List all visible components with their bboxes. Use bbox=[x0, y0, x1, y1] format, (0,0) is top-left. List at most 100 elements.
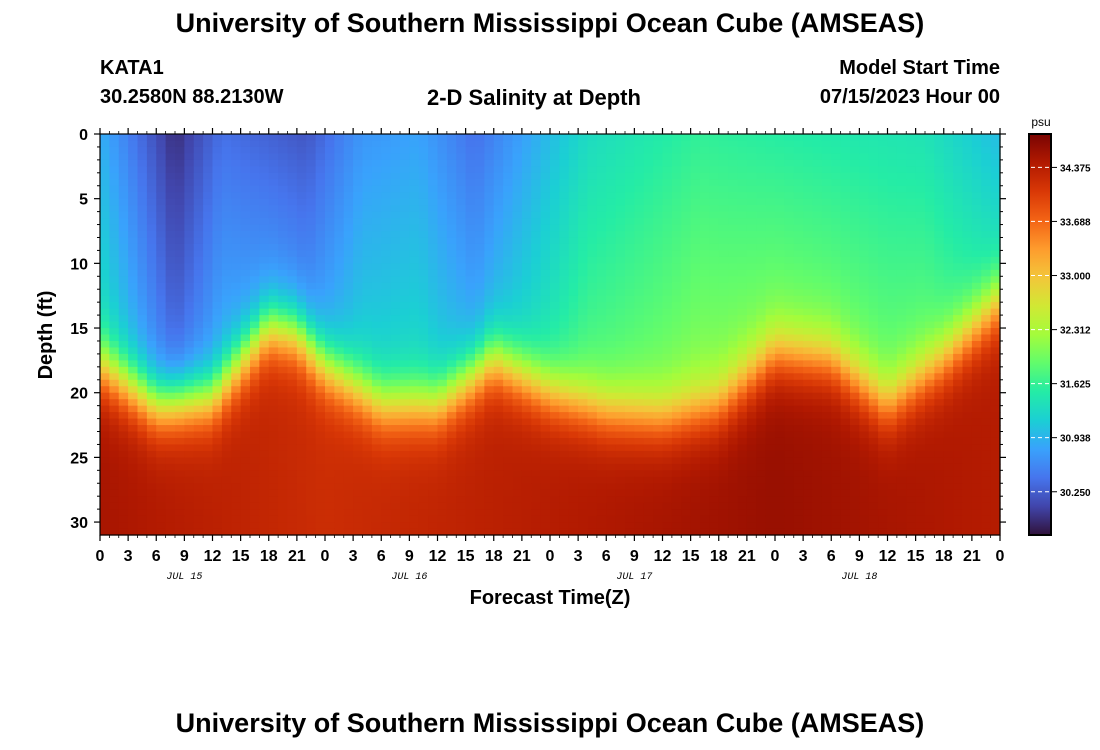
heatmap-cell bbox=[128, 496, 139, 504]
heatmap-cell bbox=[606, 405, 617, 413]
heatmap-cell bbox=[287, 502, 298, 510]
heatmap-cell bbox=[531, 282, 542, 290]
heatmap-cell bbox=[212, 405, 223, 413]
heatmap-cell bbox=[840, 218, 851, 226]
heatmap-cell bbox=[484, 237, 495, 245]
heatmap-cell bbox=[362, 269, 373, 277]
heatmap-cell bbox=[146, 347, 157, 355]
heatmap-cell bbox=[625, 224, 635, 232]
heatmap-cell bbox=[446, 425, 457, 433]
heatmap-cell bbox=[156, 276, 167, 284]
heatmap-cell bbox=[625, 302, 635, 310]
heatmap-cell bbox=[690, 496, 701, 504]
heatmap-cell bbox=[690, 412, 701, 420]
heatmap-cell bbox=[296, 159, 307, 167]
heatmap-cell bbox=[362, 347, 373, 355]
heatmap-cell bbox=[362, 205, 373, 213]
heatmap-cell bbox=[803, 437, 814, 446]
heatmap-cell bbox=[250, 159, 260, 167]
heatmap-cell bbox=[812, 276, 823, 284]
heatmap-cell bbox=[146, 353, 157, 361]
heatmap-cell bbox=[128, 425, 139, 433]
heatmap-cell bbox=[240, 250, 251, 258]
heatmap-cell bbox=[578, 470, 589, 478]
heatmap-cell bbox=[175, 269, 185, 277]
heatmap-cell bbox=[128, 159, 139, 167]
heatmap-cell bbox=[306, 321, 317, 329]
heatmap-cell bbox=[268, 340, 279, 349]
heatmap-cell bbox=[137, 166, 148, 174]
heatmap-cell bbox=[559, 353, 570, 361]
heatmap-cell bbox=[653, 276, 664, 284]
heatmap-cell bbox=[250, 347, 260, 355]
heatmap-cell bbox=[709, 295, 720, 303]
heatmap-cell bbox=[765, 515, 776, 523]
heatmap-cell bbox=[737, 295, 748, 303]
heatmap-cell bbox=[615, 302, 626, 310]
heatmap-cell bbox=[334, 431, 345, 439]
heatmap-cell bbox=[418, 463, 429, 471]
heatmap-cell bbox=[156, 386, 167, 394]
heatmap-cell bbox=[156, 340, 167, 349]
heatmap-cell bbox=[756, 515, 767, 523]
heatmap-cell bbox=[325, 134, 335, 142]
heatmap-cell bbox=[296, 231, 307, 239]
heatmap-cell bbox=[784, 483, 795, 491]
heatmap-cell bbox=[193, 153, 204, 161]
heatmap-cell bbox=[156, 334, 167, 342]
heatmap-cell bbox=[615, 405, 626, 413]
heatmap-cell bbox=[456, 425, 467, 433]
heatmap-cell bbox=[475, 405, 485, 413]
heatmap-cell bbox=[812, 256, 823, 264]
heatmap-cell bbox=[212, 502, 223, 510]
heatmap-cell bbox=[371, 515, 382, 523]
heatmap-cell bbox=[287, 528, 298, 536]
heatmap-cell bbox=[259, 386, 270, 394]
heatmap-cell bbox=[221, 172, 232, 180]
heatmap-cell bbox=[512, 399, 523, 407]
heatmap-cell bbox=[203, 276, 214, 284]
heatmap-cell bbox=[540, 237, 551, 245]
heatmap-cell bbox=[296, 425, 307, 433]
heatmap-cell bbox=[231, 295, 242, 303]
heatmap-cell bbox=[296, 153, 307, 161]
heatmap-cell bbox=[400, 366, 410, 374]
heatmap-cell bbox=[587, 321, 598, 329]
heatmap-cell bbox=[231, 237, 242, 245]
heatmap-cell bbox=[259, 425, 270, 433]
heatmap-cell bbox=[653, 450, 664, 458]
heatmap-cell bbox=[521, 302, 532, 310]
heatmap-cell bbox=[718, 237, 729, 245]
heatmap-cell bbox=[784, 269, 795, 277]
heatmap-cell bbox=[596, 483, 607, 491]
heatmap-cell bbox=[737, 373, 748, 381]
heatmap-cell bbox=[559, 463, 570, 471]
heatmap-cell bbox=[221, 224, 232, 232]
heatmap-cell bbox=[353, 366, 364, 374]
heatmap-cell bbox=[156, 231, 167, 239]
heatmap-cell bbox=[353, 237, 364, 245]
heatmap-cell bbox=[325, 470, 335, 478]
heatmap-cell bbox=[456, 211, 467, 219]
heatmap-cell bbox=[165, 179, 176, 187]
heatmap-cell bbox=[746, 295, 757, 303]
heatmap-cell bbox=[381, 522, 392, 530]
heatmap-cell bbox=[568, 334, 579, 342]
heatmap-cell bbox=[118, 340, 129, 349]
heatmap-cell bbox=[343, 263, 354, 271]
heatmap-cell bbox=[240, 386, 251, 394]
heatmap-cell bbox=[287, 159, 298, 167]
heatmap-cell bbox=[531, 437, 542, 446]
heatmap-cell bbox=[418, 243, 429, 252]
heatmap-cell bbox=[700, 334, 710, 342]
heatmap-cell bbox=[437, 360, 448, 368]
heatmap-cell bbox=[540, 185, 551, 193]
heatmap-cell bbox=[737, 302, 748, 310]
heatmap-cell bbox=[578, 302, 589, 310]
heatmap-cell bbox=[287, 386, 298, 394]
heatmap-cell bbox=[128, 237, 139, 245]
heatmap-cell bbox=[418, 386, 429, 394]
heatmap-cell bbox=[437, 185, 448, 193]
heatmap-cell bbox=[437, 334, 448, 342]
heatmap-cell bbox=[503, 418, 514, 426]
